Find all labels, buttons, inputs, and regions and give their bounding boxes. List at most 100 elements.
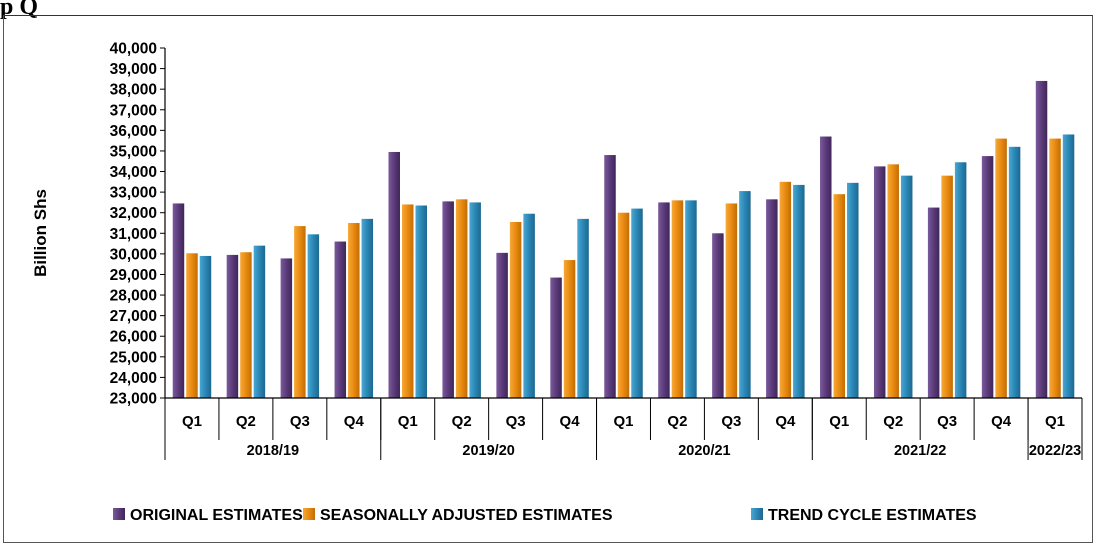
bar-original [927, 207, 940, 398]
y-tick-label: 36,000 [110, 123, 157, 140]
legend-label: TREND CYCLE ESTIMATES [768, 507, 977, 524]
x-tick-label: Q3 [721, 413, 741, 430]
legend-seasonally-adjusted: SEASONALLY ADJUSTED ESTIMATES [303, 507, 613, 524]
bar-seasonally-adjusted [779, 181, 792, 398]
bar-trend-cycle [847, 182, 859, 398]
y-tick-label: 34,000 [110, 164, 157, 181]
bar-trend-cycle [199, 255, 212, 398]
legend-swatch [751, 508, 763, 520]
bar-seasonally-adjusted [617, 212, 630, 398]
bar-seasonally-adjusted [455, 199, 468, 398]
bar-trend-cycle [954, 162, 967, 398]
bar-original [442, 201, 454, 398]
bar-original [496, 252, 508, 398]
y-tick-label: 37,000 [110, 102, 157, 119]
x-tick-label: Q2 [667, 413, 687, 430]
y-tick-label: 33,000 [110, 185, 157, 202]
y-tick-label: 23,000 [110, 391, 157, 408]
bar-trend-cycle [1008, 146, 1021, 398]
y-tick-label: 25,000 [110, 349, 157, 366]
bar-trend-cycle [739, 191, 751, 398]
x-tick-label: Q4 [344, 413, 365, 430]
bar-original [1035, 80, 1048, 399]
x-tick-label: Q2 [883, 413, 903, 430]
bar-original [820, 136, 832, 398]
y-tick-label: 24,000 [110, 370, 157, 387]
bar-original [280, 258, 293, 398]
bar-seasonally-adjusted [563, 260, 576, 398]
bar-original [873, 166, 886, 398]
bar-original [604, 155, 616, 398]
x-tick-label: Q2 [236, 413, 256, 430]
y-tick-label: 30,000 [110, 246, 157, 263]
x-tick-label: Q1 [1045, 413, 1065, 430]
bar-original [712, 233, 724, 398]
bar-original [658, 202, 670, 398]
y-tick-label: 40,000 [110, 41, 157, 58]
bar-seasonally-adjusted [941, 175, 953, 398]
bar-original [226, 254, 239, 398]
legend-trend-cycle: TREND CYCLE ESTIMATES [751, 507, 977, 524]
bar-trend-cycle [577, 218, 589, 398]
y-tick-label: 35,000 [110, 143, 157, 160]
bar-trend-cycle [253, 245, 266, 398]
legend-label: SEASONALLY ADJUSTED ESTIMATES [320, 507, 613, 524]
bar-seasonally-adjusted [671, 200, 684, 398]
x-tick-label: Q3 [506, 413, 526, 430]
bar-seasonally-adjusted [887, 164, 899, 398]
x-tick-label: Q1 [829, 413, 849, 430]
y-tick-label: 39,000 [110, 61, 157, 78]
bar-trend-cycle [631, 208, 643, 398]
legend-swatch [303, 508, 315, 520]
bar-original [172, 203, 185, 398]
x-tick-label: Q3 [937, 413, 957, 430]
bar-trend-cycle [523, 213, 535, 398]
bar-seasonally-adjusted [294, 226, 306, 398]
bar-trend-cycle [1062, 134, 1075, 398]
group-label: 2018/19 [247, 443, 299, 459]
bar-trend-cycle [900, 175, 913, 398]
y-tick-label: 28,000 [110, 288, 157, 305]
y-tick-label: 26,000 [110, 329, 157, 346]
x-tick-label: Q4 [775, 413, 796, 430]
bar-original [388, 151, 400, 398]
x-tick-label: Q4 [560, 413, 581, 430]
bar-trend-cycle [361, 218, 374, 398]
x-tick-label: Q1 [398, 413, 418, 430]
y-tick-label: 31,000 [110, 226, 157, 243]
bar-seasonally-adjusted [833, 194, 846, 398]
y-tick-label: 29,000 [110, 267, 157, 284]
bar-trend-cycle [415, 205, 427, 398]
x-tick-label: Q4 [991, 413, 1012, 430]
group-label: 2020/21 [678, 443, 730, 459]
group-label: 2022/23 [1029, 443, 1081, 459]
y-tick-label: 38,000 [110, 82, 157, 99]
bar-seasonally-adjusted [995, 138, 1007, 398]
y-tick-label: 32,000 [110, 205, 157, 222]
y-tick-label: 27,000 [110, 308, 157, 325]
bar-original [766, 199, 778, 398]
bar-trend-cycle [685, 200, 697, 398]
legend-label: ORIGINAL ESTIMATES [130, 507, 303, 524]
legend-swatch [113, 508, 125, 520]
bar-seasonally-adjusted [348, 223, 360, 398]
bar-seasonally-adjusted [186, 253, 198, 398]
x-tick-label: Q3 [290, 413, 310, 430]
bar-trend-cycle [469, 202, 481, 398]
bar-seasonally-adjusted [725, 203, 738, 398]
x-tick-label: Q1 [613, 413, 633, 430]
x-tick-label: Q2 [452, 413, 472, 430]
x-tick-label: Q1 [182, 413, 202, 430]
group-label: 2019/20 [462, 443, 514, 459]
bar-original [981, 156, 994, 398]
bar-trend-cycle [307, 234, 320, 398]
bar-seasonally-adjusted [1049, 138, 1061, 398]
bar-original [550, 277, 562, 398]
chart-frame [3, 15, 1093, 543]
group-label: 2021/22 [894, 443, 946, 459]
bar-seasonally-adjusted [401, 204, 414, 398]
bar-original [334, 241, 347, 398]
bar-seasonally-adjusted [240, 252, 252, 398]
bar-seasonally-adjusted [509, 221, 522, 398]
